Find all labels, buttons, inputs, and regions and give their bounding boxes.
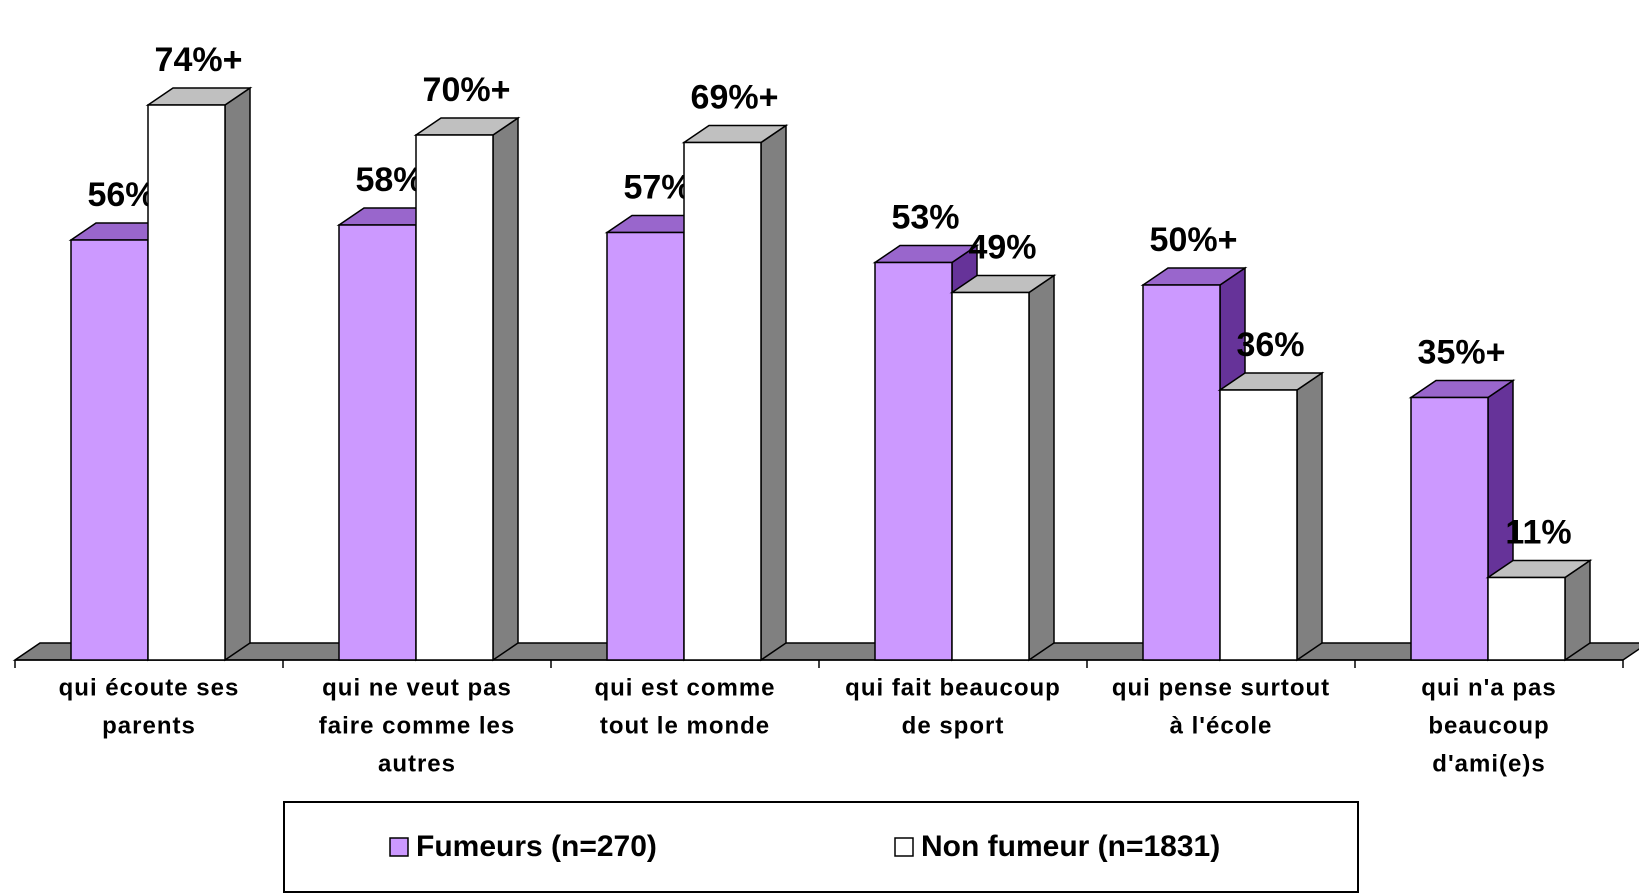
legend-label: Fumeurs (n=270) [416,830,657,863]
x-tick-label: tout le monde [600,712,770,739]
x-tick-label: beaucoup [1428,712,1549,739]
value-label: 57% [623,168,691,206]
legend-label: Non fumeur (n=1831) [921,830,1220,863]
value-label: 58% [355,161,423,199]
bar [683,141,762,661]
bar [1219,389,1298,661]
bar [1142,284,1221,661]
x-tick-label: qui fait beaucoup [845,674,1061,701]
value-label: 35%+ [1418,333,1506,371]
bar [70,239,149,661]
x-tick-label: autres [378,750,456,777]
value-label: 74%+ [155,41,243,79]
legend-swatch [389,837,409,857]
bar-side [492,116,519,662]
bar-side [224,86,251,662]
value-label: 56% [87,176,155,214]
bar [415,134,494,661]
x-tick-label: de sport [902,712,1005,739]
x-tick-label: qui écoute ses [59,674,240,701]
x-tick-label: parents [102,712,196,739]
legend-box [283,801,1359,893]
bar-side [760,124,787,662]
x-tick-label: qui n'a pas [1421,674,1556,701]
value-label: 70%+ [423,71,511,109]
bar [1487,576,1566,661]
value-label: 53% [891,198,959,236]
value-label: 69%+ [691,78,779,116]
bar-side [1028,274,1055,662]
x-tick-label: qui est comme [594,674,775,701]
x-tick-label: faire comme les [319,712,515,739]
x-tick-label: qui ne veut pas [322,674,512,701]
bar [338,224,417,661]
x-tick-label: à l'école [1170,712,1273,739]
bar [147,104,226,661]
floor [12,642,1639,661]
x-tick-label: qui pense surtout [1112,674,1330,701]
value-label: 49% [968,228,1036,266]
bar-side [1296,371,1323,662]
bar [1410,396,1489,661]
bar [951,291,1030,661]
bar [606,231,685,661]
bar [874,261,953,661]
value-label: 11% [1505,513,1571,551]
value-label: 36% [1236,326,1304,364]
legend-swatch [894,837,914,857]
value-label: 50%+ [1150,221,1238,259]
x-tick-label: d'ami(e)s [1432,750,1545,777]
